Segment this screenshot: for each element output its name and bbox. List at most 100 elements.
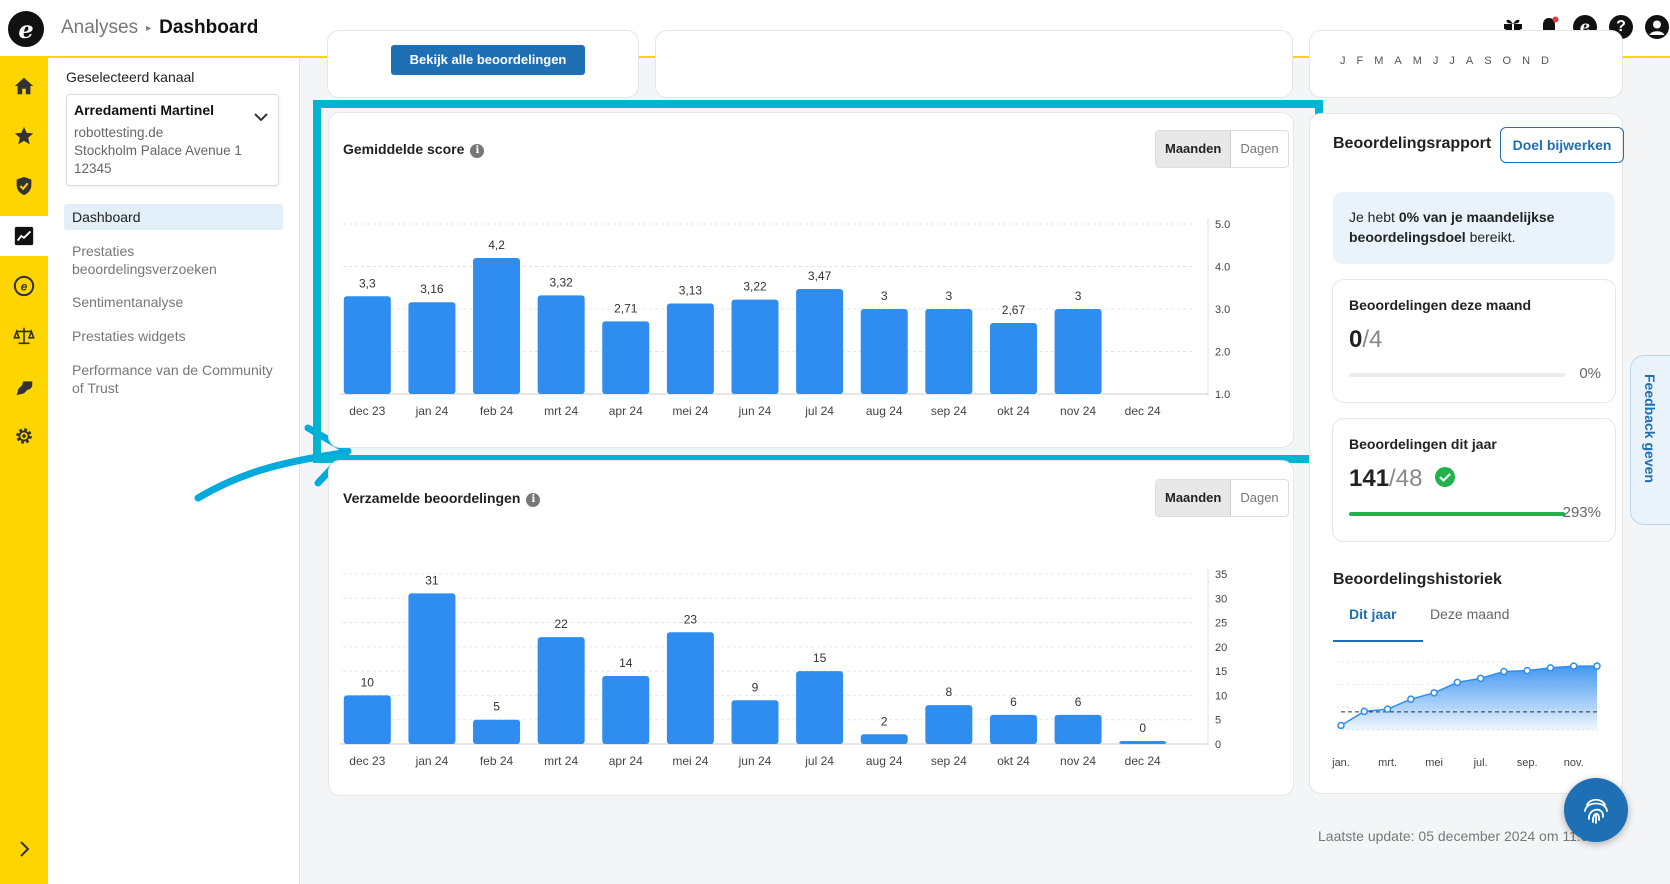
history-point <box>1523 666 1531 675</box>
y-tick-label: 30 <box>1215 593 1227 605</box>
x-tick-label: mrt 24 <box>544 404 578 418</box>
year-progress-bar <box>1349 512 1565 516</box>
bar <box>1119 741 1167 744</box>
svg-text:e: e <box>21 280 28 294</box>
collected-reviews-title: Verzamelde beoordelingen i <box>343 490 541 507</box>
channel-selector[interactable]: Arredamenti Martinel robottesting.de Sto… <box>66 94 279 186</box>
bar <box>408 593 456 744</box>
nav-item-sentiment[interactable]: Sentimentanalyse <box>72 294 184 310</box>
bar <box>731 700 779 744</box>
history-point <box>1500 667 1508 676</box>
reviews-this-month-card: Beoordelingen deze maand 0/4 0% <box>1332 279 1616 403</box>
data-label: 3 <box>946 289 953 303</box>
history-x-label: jul. <box>1473 757 1488 769</box>
update-goal-button[interactable]: Doel bijwerken <box>1500 127 1624 163</box>
channel-address: Stockholm Palace Avenue 1 <box>74 143 242 158</box>
bar <box>989 714 1037 744</box>
history-x-label: jan. <box>1331 757 1350 769</box>
months-toggle[interactable]: Maanden <box>1156 480 1232 516</box>
fingerprint-chat-button[interactable] <box>1564 778 1628 842</box>
bar <box>796 671 844 744</box>
history-area <box>1341 666 1597 730</box>
history-point <box>1430 689 1438 697</box>
nav-item-review-requests[interactable]: Prestaties beoordelingsverzoeken <box>72 243 217 277</box>
data-label: 0 <box>1139 721 1146 735</box>
check-circle-icon <box>1435 467 1456 487</box>
star-icon[interactable] <box>0 116 48 156</box>
fingerprint-icon <box>1584 798 1608 824</box>
x-tick-label: aug 24 <box>866 404 903 418</box>
y-tick-label: 4.0 <box>1215 262 1230 274</box>
month-stat-title: Beoordelingen deze maand <box>1349 297 1532 313</box>
x-tick-label: feb 24 <box>480 754 514 768</box>
tab-this-year[interactable]: Dit jaar <box>1349 606 1397 622</box>
y-tick-label: 5.0 <box>1215 219 1230 231</box>
data-label: 6 <box>1075 695 1082 709</box>
data-label: 3,3 <box>359 276 376 290</box>
x-tick-label: okt 24 <box>997 754 1030 768</box>
tab-this-month[interactable]: Deze maand <box>1430 606 1510 622</box>
info-icon[interactable]: i <box>526 493 541 507</box>
history-point <box>1453 678 1462 687</box>
months-toggle[interactable]: Maanden <box>1156 131 1232 167</box>
data-label: 2,71 <box>614 301 638 315</box>
active-tab-indicator <box>1333 640 1423 642</box>
channel-domain: robottesting.de <box>74 125 164 140</box>
y-tick-label: 15 <box>1215 666 1227 678</box>
plugin-icon[interactable] <box>0 366 48 406</box>
nav-item-widgets[interactable]: Prestaties widgets <box>72 328 186 344</box>
y-tick-label: 0 <box>1215 739 1221 751</box>
month-progress-bar <box>1349 373 1565 377</box>
history-point <box>1569 662 1578 670</box>
channel-label: Geselecteerd kanaal <box>66 69 195 85</box>
reviews-period-toggle: Maanden Dagen <box>1155 479 1289 517</box>
data-label: 4,2 <box>488 238 505 252</box>
average-score-chart: 1.0 2.0 3.0 4.0 5.0 3,3 dec 23 3,16 jan 24 4,2 feb… <box>340 219 1230 418</box>
bar <box>666 303 714 394</box>
shield-check-icon[interactable] <box>0 166 48 206</box>
breadcrumb-parent[interactable]: Analyses <box>61 17 139 38</box>
trusted-shops-circle-icon[interactable]: e <box>0 266 48 306</box>
nav-item-community-of-trust[interactable]: Performance van de Community of Trust <box>72 362 273 396</box>
report-title: Beoordelingsrapport <box>1333 135 1492 152</box>
y-tick-label: 1.0 <box>1215 389 1230 401</box>
data-label: 3,13 <box>679 283 703 297</box>
data-label: 15 <box>813 651 827 665</box>
sub-navigation: Geselecteerd kanaal Arredamenti Martinel… <box>48 58 352 884</box>
bar <box>473 719 521 744</box>
home-icon[interactable] <box>0 66 48 106</box>
data-label: 2 <box>881 714 888 728</box>
user-account-icon[interactable] <box>1644 14 1670 40</box>
top-right-card <box>1309 30 1623 98</box>
history-x-label: mrt. <box>1378 757 1397 769</box>
bar <box>602 321 650 394</box>
bar <box>343 296 391 394</box>
goal-message: Je hebt 0% van je maandelijkse beoordeli… <box>1333 192 1615 264</box>
bar <box>925 705 973 744</box>
data-label: 2,67 <box>1002 303 1026 317</box>
x-tick-label: jan 24 <box>415 754 449 768</box>
month-stat-value: 0/4 <box>1349 326 1383 353</box>
trusted-shops-logo[interactable]: e <box>8 11 44 47</box>
days-toggle[interactable]: Dagen <box>1240 141 1279 156</box>
view-all-reviews-button[interactable]: Bekijk alle beoordelingen <box>391 45 585 75</box>
data-label: 10 <box>361 675 375 689</box>
analytics-icon[interactable] <box>0 216 48 256</box>
feedback-tab[interactable]: Feedback geven <box>1630 355 1670 525</box>
data-label: 3 <box>881 289 888 303</box>
x-tick-label: jul 24 <box>804 754 834 768</box>
legal-scale-icon[interactable] <box>0 316 48 356</box>
settings-gear-icon[interactable] <box>0 416 48 456</box>
expand-chevron-icon[interactable] <box>14 839 34 864</box>
info-icon[interactable]: i <box>470 144 485 158</box>
data-label: 5 <box>493 700 500 714</box>
channel-postcode: 12345 <box>74 161 112 176</box>
breadcrumb-current: Dashboard <box>159 17 259 38</box>
breadcrumb: Analyses ▸ Dashboard <box>61 17 258 39</box>
days-toggle[interactable]: Dagen <box>1240 490 1279 505</box>
year-stat-value: 141/48 <box>1349 465 1456 493</box>
nav-item-dashboard[interactable]: Dashboard <box>64 204 283 230</box>
score-period-toggle: Maanden Dagen <box>1155 130 1289 168</box>
bar <box>537 637 585 744</box>
